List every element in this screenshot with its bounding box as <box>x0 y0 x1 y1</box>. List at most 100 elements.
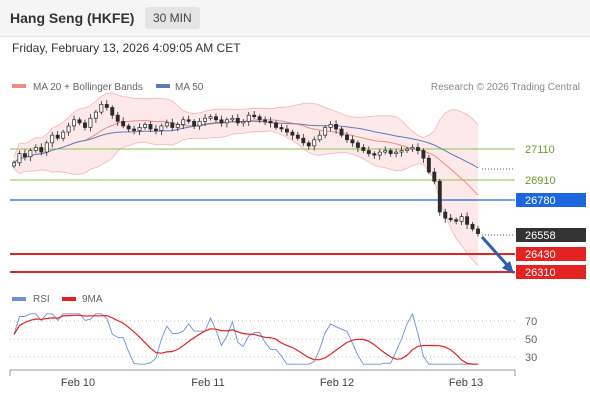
candle-body <box>323 127 328 136</box>
candle-body <box>214 116 218 121</box>
candle-body <box>257 116 262 121</box>
candle-body <box>312 139 317 147</box>
candle-body <box>345 134 349 141</box>
candle-body <box>61 131 66 139</box>
candle-body <box>459 216 464 222</box>
candle-body <box>50 134 55 144</box>
candle-body <box>235 117 240 124</box>
ma50-line <box>13 120 479 169</box>
candle-body <box>388 150 393 154</box>
support-label-bg-2 <box>516 265 586 279</box>
bollinger-legend-label: MA 20 + Bollinger Bands <box>33 82 143 93</box>
candle-body <box>448 217 453 221</box>
candle-body <box>203 117 208 122</box>
candle-body <box>77 119 82 124</box>
level-label-26310: 26310 <box>525 267 556 279</box>
x-label-feb-12: Feb 12 <box>320 377 354 389</box>
candle-body <box>17 153 22 164</box>
candle-body <box>416 147 420 151</box>
x-label-feb-11: Feb 11 <box>191 377 224 389</box>
candle-body <box>186 119 191 122</box>
candle-body <box>208 116 213 119</box>
candle-body <box>383 150 388 153</box>
candle-body <box>39 147 44 153</box>
candle-body <box>274 122 278 128</box>
candle-body <box>181 119 186 125</box>
x-label-feb-10: Feb 10 <box>61 377 95 389</box>
ma50-legend-label: MA 50 <box>175 82 204 93</box>
candle-body <box>252 114 257 118</box>
timeframe-badge[interactable]: 30 MIN <box>145 7 200 29</box>
candle-body <box>268 120 273 124</box>
bollinger-legend-swatch <box>12 84 26 88</box>
rsi-tick-50: 50 <box>525 334 537 346</box>
candle-body <box>394 151 399 154</box>
bearish-forecast-arrow <box>480 235 514 274</box>
candle-body <box>33 147 38 151</box>
candle-body <box>306 142 311 147</box>
candle-body <box>83 122 87 128</box>
candle-body <box>295 134 300 139</box>
rsi-line <box>13 312 478 365</box>
candle-body <box>72 119 76 127</box>
candle-body <box>377 151 382 156</box>
level-label-26558: 26558 <box>525 230 556 242</box>
candle-body <box>443 211 448 219</box>
candle-body <box>454 219 459 222</box>
candle-body <box>99 104 104 113</box>
candle-body <box>55 134 60 139</box>
candle-body <box>350 139 355 144</box>
candle-body <box>426 157 431 173</box>
bollinger-band-fill <box>14 92 478 266</box>
candle-body <box>28 150 33 158</box>
candle-body <box>126 125 131 130</box>
rsi-legend-swatch <box>12 297 26 301</box>
candle-body <box>93 111 98 119</box>
candle-body <box>284 128 289 133</box>
candle-body <box>137 127 142 131</box>
candle-body <box>246 114 251 122</box>
ma50-legend-swatch <box>156 84 170 88</box>
resistance-label-bg <box>516 193 586 207</box>
rsi-ma-legend-swatch <box>62 297 76 301</box>
level-label-26780: 26780 <box>525 195 556 207</box>
candle-body <box>115 114 120 122</box>
candle-body <box>159 125 164 131</box>
research-credit: Research © 2026 Trading Central <box>431 82 580 93</box>
level-label-26430: 26430 <box>525 249 556 261</box>
rsi-tick-70: 70 <box>525 316 537 328</box>
candle-body <box>334 124 339 130</box>
rsi-ma-line <box>13 314 478 365</box>
support-label-bg-1 <box>516 247 586 261</box>
candle-body <box>224 119 229 124</box>
instrument-title: Hang Seng (HKFE) <box>10 10 135 26</box>
candle-body <box>355 142 360 148</box>
candle-body <box>328 124 333 128</box>
candle-body <box>22 153 27 158</box>
candle-body <box>153 128 158 131</box>
x-label-feb-13: Feb 13 <box>449 377 483 389</box>
bollinger-upper-line <box>13 92 479 157</box>
candle-body <box>164 122 169 127</box>
timestamp: Friday, February 13, 2026 4:09:05 AM CET <box>12 41 241 55</box>
bollinger-lower-line <box>13 130 479 267</box>
candle-body <box>465 216 470 225</box>
candle-body <box>44 142 49 153</box>
candle-body <box>170 122 175 128</box>
level-label-26910: 26910 <box>525 175 556 187</box>
candle-body <box>88 117 93 128</box>
candle-body <box>121 120 126 127</box>
candle-body <box>219 119 224 124</box>
rsi-tick-30: 30 <box>525 352 537 364</box>
candle-body <box>175 124 180 128</box>
level-label-27110: 27110 <box>525 144 555 156</box>
candle-body <box>372 153 377 156</box>
candle-body <box>241 120 246 124</box>
candle-body <box>197 120 202 127</box>
candle-body <box>290 131 295 136</box>
candlestick-series <box>12 100 480 237</box>
candle-body <box>66 125 71 133</box>
candle-body <box>476 228 480 234</box>
candle-body <box>410 147 415 150</box>
